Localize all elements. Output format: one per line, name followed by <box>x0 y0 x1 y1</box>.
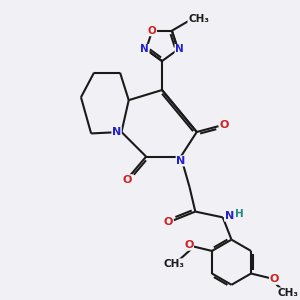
Text: O: O <box>148 26 157 36</box>
Text: N: N <box>140 44 149 55</box>
Text: CH₃: CH₃ <box>188 14 209 24</box>
Text: N: N <box>224 211 234 221</box>
Text: O: O <box>269 274 279 284</box>
Text: CH₃: CH₃ <box>164 259 185 269</box>
Text: O: O <box>164 217 173 227</box>
Text: O: O <box>184 240 194 250</box>
Text: N: N <box>175 44 184 55</box>
Text: N: N <box>112 127 121 137</box>
Text: N: N <box>176 156 185 166</box>
Text: O: O <box>220 120 229 130</box>
Text: CH₃: CH₃ <box>278 288 299 298</box>
Text: O: O <box>123 175 132 185</box>
Text: H: H <box>235 209 244 220</box>
